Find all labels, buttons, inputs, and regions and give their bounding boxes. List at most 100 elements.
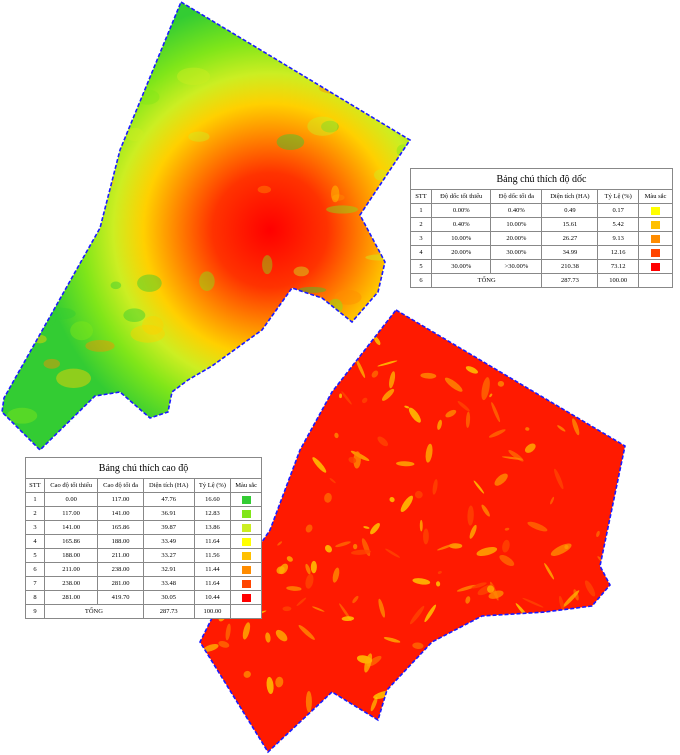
cell: 238.00	[43, 576, 99, 591]
cell: 287.73	[142, 604, 195, 619]
title-row: Bảng chú thích cao độ	[25, 457, 262, 479]
header-cell: Tỷ Lệ (%)	[193, 478, 232, 493]
cell: 281.00	[43, 590, 99, 605]
color-swatch	[241, 523, 251, 532]
table-title: Bảng chú thích độ dốc	[410, 168, 673, 190]
total-row: 6 TỔNG 287.73 100.00	[410, 273, 673, 288]
cell: 10.00%	[490, 217, 543, 232]
cell: 188.00	[97, 534, 144, 549]
cell: 1	[410, 203, 432, 218]
header-cell: Cao độ tối thiểu	[43, 478, 99, 493]
cell: 287.73	[541, 273, 599, 288]
data-row: 7 238.00 281.00 33.48 11.64	[25, 576, 262, 591]
header-cell: Cao độ tối đa	[97, 478, 144, 493]
data-row: 1 0.00% 0.40% 0.49 0.17	[410, 203, 673, 218]
swatch-cell	[638, 259, 673, 274]
table-title: Bảng chú thích cao độ	[25, 457, 262, 479]
swatch-cell	[230, 506, 262, 521]
cell	[230, 604, 262, 619]
cell: 281.00	[97, 576, 144, 591]
cell: 73.12	[597, 259, 639, 274]
cell: 3	[410, 231, 432, 246]
cell: 20.00%	[490, 231, 543, 246]
data-row: 5 188.00 211.00 33.27 11.56	[25, 548, 262, 563]
swatch-cell	[230, 576, 262, 591]
cell: TỔNG	[43, 604, 144, 619]
cell: 211.00	[97, 548, 144, 563]
cell: 33.27	[142, 548, 195, 563]
cell: 2	[410, 217, 432, 232]
data-row: 3 141.00 165.86 39.87 13.86	[25, 520, 262, 535]
color-swatch	[651, 234, 660, 243]
header-cell: STT	[410, 189, 432, 204]
cell: 11.64	[193, 534, 232, 549]
header-cell: Độ dốc tối thiểu	[430, 189, 492, 204]
header-row: STT Cao độ tối thiểu Cao độ tối đa Diện tíc…	[25, 478, 262, 493]
title-row: Bảng chú thích độ dốc	[410, 168, 673, 190]
cell: 36.91	[142, 506, 195, 521]
cell: 141.00	[43, 520, 99, 535]
cell: 32.91	[142, 562, 195, 577]
header-cell: STT	[25, 478, 45, 493]
data-row: 3 10.00% 20.00% 26.27 9.13	[410, 231, 673, 246]
swatch-cell	[230, 534, 262, 549]
cell: 5	[410, 259, 432, 274]
cell: 188.00	[43, 548, 99, 563]
color-swatch	[241, 537, 251, 546]
cell: 117.00	[97, 492, 144, 507]
cell: 7	[25, 576, 45, 591]
cell: 117.00	[43, 506, 99, 521]
color-swatch	[241, 593, 251, 602]
color-swatch	[651, 248, 660, 257]
swatch-cell	[230, 590, 262, 605]
swatch-cell	[638, 217, 673, 232]
cell: 3	[25, 520, 45, 535]
header-cell: Diện tích (HA)	[142, 478, 195, 493]
cell: 15.61	[541, 217, 599, 232]
header-cell: Màu sắc	[230, 478, 262, 493]
header-cell: Diện tích (HA)	[541, 189, 599, 204]
cell: 30.00%	[490, 245, 543, 260]
data-row: 4 165.86 188.00 33.49 11.64	[25, 534, 262, 549]
data-row: 5 30.00% >30.00% 210.38 73.12	[410, 259, 673, 274]
total-row: 9 TỔNG 287.73 100.00	[25, 604, 262, 619]
cell: 34.99	[541, 245, 599, 260]
cell: 26.27	[541, 231, 599, 246]
cell: 20.00%	[430, 245, 492, 260]
cell	[638, 273, 673, 288]
cell: 2	[25, 506, 45, 521]
cell: 4	[25, 534, 45, 549]
header-cell: Độ dốc tối đa	[490, 189, 543, 204]
cell: 8	[25, 590, 45, 605]
cell: 165.86	[43, 534, 99, 549]
cell: 33.48	[142, 576, 195, 591]
cell: 4	[410, 245, 432, 260]
color-swatch	[651, 206, 660, 215]
swatch-cell	[230, 548, 262, 563]
color-swatch	[651, 220, 660, 229]
cell: 0.40%	[430, 217, 492, 232]
swatch-cell	[638, 231, 673, 246]
data-row: 4 20.00% 30.00% 34.99 12.16	[410, 245, 673, 260]
cell: 100.00	[193, 604, 232, 619]
cell: 1	[25, 492, 45, 507]
data-row: 2 117.00 141.00 36.91 12.83	[25, 506, 262, 521]
cell: 11.44	[193, 562, 232, 577]
cell: 0.49	[541, 203, 599, 218]
cell: 0.00	[43, 492, 99, 507]
cell: 47.76	[142, 492, 195, 507]
cell: 10.44	[193, 590, 232, 605]
cell: TỔNG	[430, 273, 543, 288]
cell: 0.40%	[490, 203, 543, 218]
cell: 39.87	[142, 520, 195, 535]
cell: 5.42	[597, 217, 639, 232]
cell: >30.00%	[490, 259, 543, 274]
elevation-legend-table: Bảng chú thích cao độ STT Cao độ tối thiểu…	[25, 457, 262, 619]
cell: 9.13	[597, 231, 639, 246]
swatch-cell	[230, 492, 262, 507]
cell: 165.86	[97, 520, 144, 535]
swatch-cell	[230, 520, 262, 535]
header-cell: Tỷ Lệ (%)	[597, 189, 639, 204]
cell: 238.00	[97, 562, 144, 577]
